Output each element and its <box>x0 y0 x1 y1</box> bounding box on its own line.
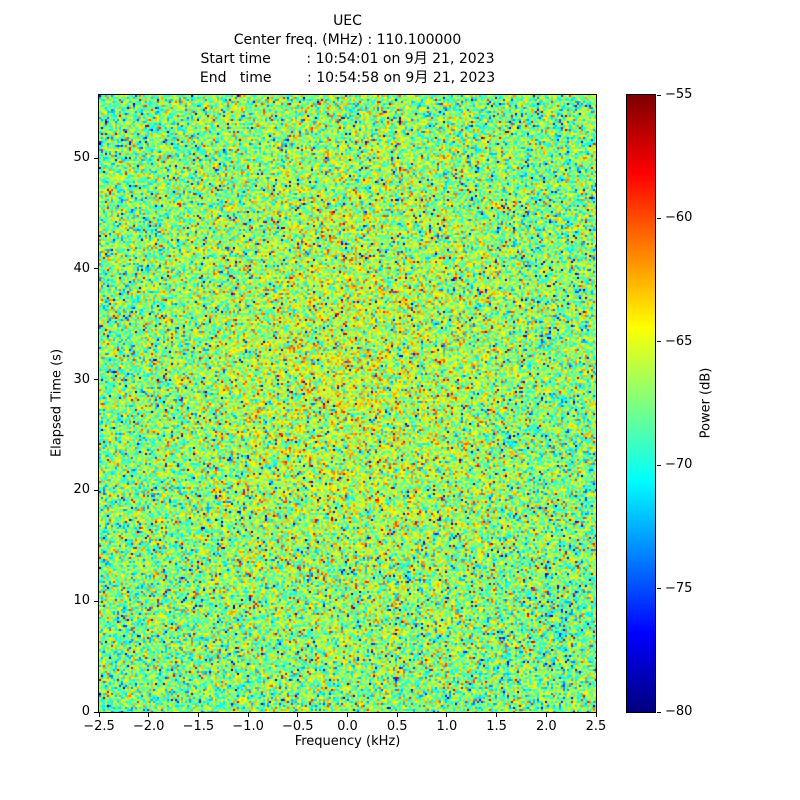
x-tick <box>446 713 448 717</box>
x-tick-label: 1.0 <box>436 719 458 734</box>
colorbar-tick <box>657 341 661 343</box>
colorbar-tick-label: −60 <box>665 210 693 226</box>
y-tick-label: 0 <box>81 704 90 719</box>
x-tick-label: 1.5 <box>486 719 507 734</box>
colorbar-tick-label: −80 <box>665 704 693 719</box>
y-tick-label: 10 <box>73 593 90 609</box>
colorbar-tick <box>657 711 661 713</box>
colorbar-gradient <box>627 95 655 712</box>
y-tick-label: 30 <box>73 371 90 387</box>
y-tick <box>94 379 98 381</box>
x-tick <box>347 713 348 717</box>
x-tick-label: −2.5 <box>83 719 115 734</box>
x-tick-label: −1.0 <box>232 719 264 734</box>
x-tick <box>496 713 498 717</box>
x-tick <box>197 713 199 717</box>
y-axis-label: Elapsed Time (s) <box>49 348 65 458</box>
y-tick <box>94 711 98 713</box>
end-time-line: End time : 10:54:58 on 9月 21, 2023 <box>199 70 496 86</box>
x-tick-label: −0.5 <box>282 719 314 734</box>
colorbar <box>626 94 656 713</box>
colorbar-tick-label: −75 <box>665 580 693 596</box>
colorbar-label: Power (dB) <box>698 367 714 439</box>
spectrogram-heatmap <box>99 95 596 712</box>
colorbar-tick <box>657 217 661 219</box>
x-tick-label: 0.0 <box>337 719 358 734</box>
x-tick-label: −1.5 <box>182 719 215 734</box>
y-tick-label: 50 <box>73 150 90 166</box>
colorbar-tick-label: −70 <box>665 457 693 473</box>
x-tick <box>396 713 398 717</box>
x-tick <box>297 713 299 717</box>
x-tick <box>595 713 597 717</box>
x-tick-label: 0.5 <box>386 719 408 734</box>
y-tick <box>94 157 98 159</box>
colorbar-tick <box>657 464 661 466</box>
x-tick-label: −2.0 <box>132 719 165 734</box>
x-tick <box>98 713 100 717</box>
y-tick <box>94 600 98 602</box>
colorbar-tick <box>657 94 661 96</box>
x-tick-label: 2.0 <box>535 719 557 734</box>
x-tick <box>148 713 150 717</box>
x-tick <box>247 713 249 717</box>
y-tick-label: 40 <box>73 260 90 276</box>
heatmap-plot-area <box>98 94 597 713</box>
colorbar-tick-label: −65 <box>665 333 693 349</box>
x-tick-label: 2.5 <box>585 719 607 734</box>
y-tick <box>94 268 98 270</box>
x-tick <box>545 713 547 717</box>
colorbar-tick-label: −55 <box>665 87 693 102</box>
chart-title: UEC <box>333 13 362 29</box>
center-frequency-line: Center freq. (MHz) : 110.100000 <box>233 32 462 48</box>
y-tick <box>94 489 98 491</box>
chart-header: UEC Center freq. (MHz) : 110.100000 Star… <box>99 12 596 88</box>
x-axis-label: Frequency (kHz) <box>294 734 401 749</box>
y-tick-label: 20 <box>73 482 90 498</box>
start-time-line: Start time : 10:54:01 on 9月 21, 2023 <box>200 51 495 67</box>
colorbar-tick <box>657 588 661 590</box>
